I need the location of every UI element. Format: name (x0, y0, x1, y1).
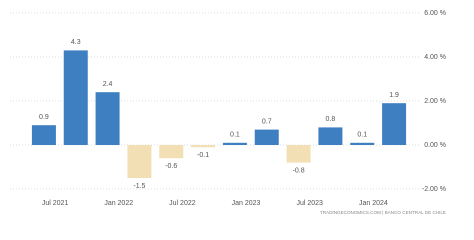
chart: TRADINGECONOMICS.COM | BANCO CENTRAL DE … (10, 10, 446, 215)
bar (63, 50, 88, 145)
x-tick-label: Jan 2023 (232, 200, 261, 207)
value-label: -0.8 (293, 167, 305, 174)
bar (31, 125, 56, 145)
x-tick-label: Jul 2022 (169, 200, 196, 207)
x-tick-label: Jul 2021 (42, 200, 69, 207)
bar (191, 145, 216, 148)
bar (127, 145, 152, 178)
value-label: 0.1 (357, 132, 367, 139)
value-label: 1.9 (389, 92, 399, 99)
x-tick-label: Jan 2024 (359, 200, 388, 207)
value-label: -1.5 (133, 183, 145, 190)
bar (222, 142, 247, 145)
value-label: 0.8 (326, 116, 336, 123)
value-label: 0.9 (39, 114, 49, 121)
value-label: 0.7 (262, 118, 272, 125)
value-label: 4.3 (71, 39, 81, 46)
source: TRADINGECONOMICS.COM | BANCO CENTRAL DE … (320, 210, 446, 215)
bar (159, 145, 184, 159)
y-tick-label: 0.00 % (424, 142, 446, 149)
value-label: 0.1 (230, 132, 240, 139)
bar (286, 145, 311, 163)
y-tick-label: 2.00 % (424, 98, 446, 105)
y-tick-label: -2.00 % (422, 186, 446, 193)
value-label: -0.1 (197, 152, 209, 159)
bar (382, 103, 407, 145)
bar (318, 127, 343, 145)
bar (254, 129, 279, 145)
bar (350, 142, 375, 145)
bar (95, 92, 120, 145)
y-tick-label: 6.00 % (424, 10, 446, 17)
x-tick-label: Jul 2023 (296, 200, 323, 207)
value-label: 2.4 (103, 81, 113, 88)
value-label: -0.6 (165, 163, 177, 170)
x-tick-label: Jan 2022 (104, 200, 133, 207)
y-tick-label: 4.00 % (424, 54, 446, 61)
